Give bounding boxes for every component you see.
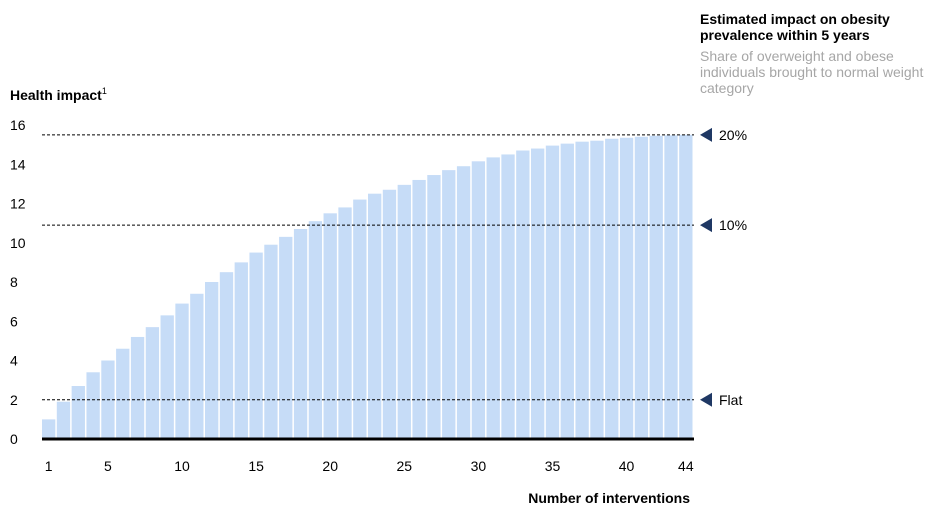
- bar-16: [264, 244, 278, 439]
- bar-33: [516, 150, 530, 439]
- x-tick-labels: 1 5 10 15 20 25 30 35 40 44: [45, 458, 694, 474]
- reference-arrow-icon: [700, 127, 712, 142]
- bar-34: [531, 148, 545, 440]
- reference-label-0: 20%: [719, 127, 747, 143]
- y-tick-14: 14: [10, 156, 26, 172]
- y-axis-title: Health impact1: [10, 86, 107, 103]
- y-tick-2: 2: [10, 392, 18, 408]
- x-tick-44: 44: [678, 458, 694, 474]
- reference-label-1: 10%: [719, 217, 747, 233]
- bar-15: [249, 252, 263, 439]
- bar-8: [145, 327, 160, 439]
- bar-4: [86, 372, 100, 439]
- bar-28: [442, 170, 456, 439]
- side-panel-subtitle: Share of overweight and obese individual…: [700, 48, 924, 96]
- bar-44: [679, 134, 693, 439]
- bar-20: [323, 213, 337, 439]
- bar-41: [634, 136, 649, 439]
- bar-14: [234, 262, 248, 439]
- y-tick-16: 16: [10, 117, 26, 133]
- x-tick-35: 35: [545, 458, 561, 474]
- x-tick-10: 10: [174, 458, 190, 474]
- y-tick-0: 0: [10, 431, 18, 447]
- x-tick-30: 30: [471, 458, 487, 474]
- bar-23: [368, 193, 382, 439]
- reference-label-2: Flat: [719, 392, 742, 408]
- x-tick-20: 20: [322, 458, 338, 474]
- bar-19: [308, 221, 323, 439]
- bar-43: [664, 135, 678, 439]
- bar-38: [590, 140, 604, 439]
- y-tick-4: 4: [10, 353, 18, 369]
- y-axis-footnote: 1: [101, 86, 107, 96]
- y-tick-labels: 0 2 4 6 8 10 12 14 16: [10, 117, 26, 447]
- bar-24: [382, 189, 397, 439]
- y-axis-label: Health impact: [10, 87, 102, 103]
- x-tick-1: 1: [45, 458, 53, 474]
- bar-12: [205, 282, 219, 439]
- x-tick-40: 40: [619, 458, 635, 474]
- bars-group: [42, 134, 693, 440]
- reference-arrow-icon: [700, 392, 712, 407]
- bar-39: [605, 138, 619, 440]
- bar-13: [219, 272, 234, 439]
- y-tick-6: 6: [10, 313, 18, 329]
- side-panel-title: Estimated impact on obesity prevalence w…: [700, 11, 890, 43]
- bar-21: [338, 207, 352, 439]
- bar-26: [412, 179, 426, 439]
- bar-18: [293, 229, 308, 439]
- y-tick-8: 8: [10, 274, 18, 290]
- bar-9: [160, 315, 174, 439]
- bar-1: [42, 419, 56, 439]
- x-tick-5: 5: [104, 458, 112, 474]
- bar-40: [619, 137, 634, 439]
- bar-30: [471, 161, 486, 439]
- bar-10: [175, 303, 189, 439]
- bar-22: [353, 199, 367, 439]
- bar-42: [649, 135, 663, 439]
- bar-6: [116, 348, 130, 439]
- bar-11: [190, 293, 204, 439]
- bar-7: [130, 336, 145, 439]
- y-tick-10: 10: [10, 235, 26, 251]
- bar-27: [427, 175, 441, 439]
- bar-29: [456, 166, 471, 439]
- reference-arrow-icon: [700, 218, 712, 233]
- x-axis-label: Number of interventions: [528, 490, 690, 506]
- x-tick-25: 25: [397, 458, 413, 474]
- bar-31: [486, 157, 500, 439]
- bar-17: [279, 236, 293, 439]
- bar-3: [71, 386, 85, 439]
- y-tick-12: 12: [10, 196, 26, 212]
- bar-35: [545, 145, 560, 439]
- bar-32: [501, 154, 515, 439]
- bar-37: [575, 141, 589, 439]
- bar-25: [397, 184, 411, 439]
- x-tick-15: 15: [248, 458, 264, 474]
- bar-36: [560, 143, 574, 440]
- bar-2: [56, 401, 71, 439]
- reference-lines-group: 20% 10% Flat: [42, 127, 747, 408]
